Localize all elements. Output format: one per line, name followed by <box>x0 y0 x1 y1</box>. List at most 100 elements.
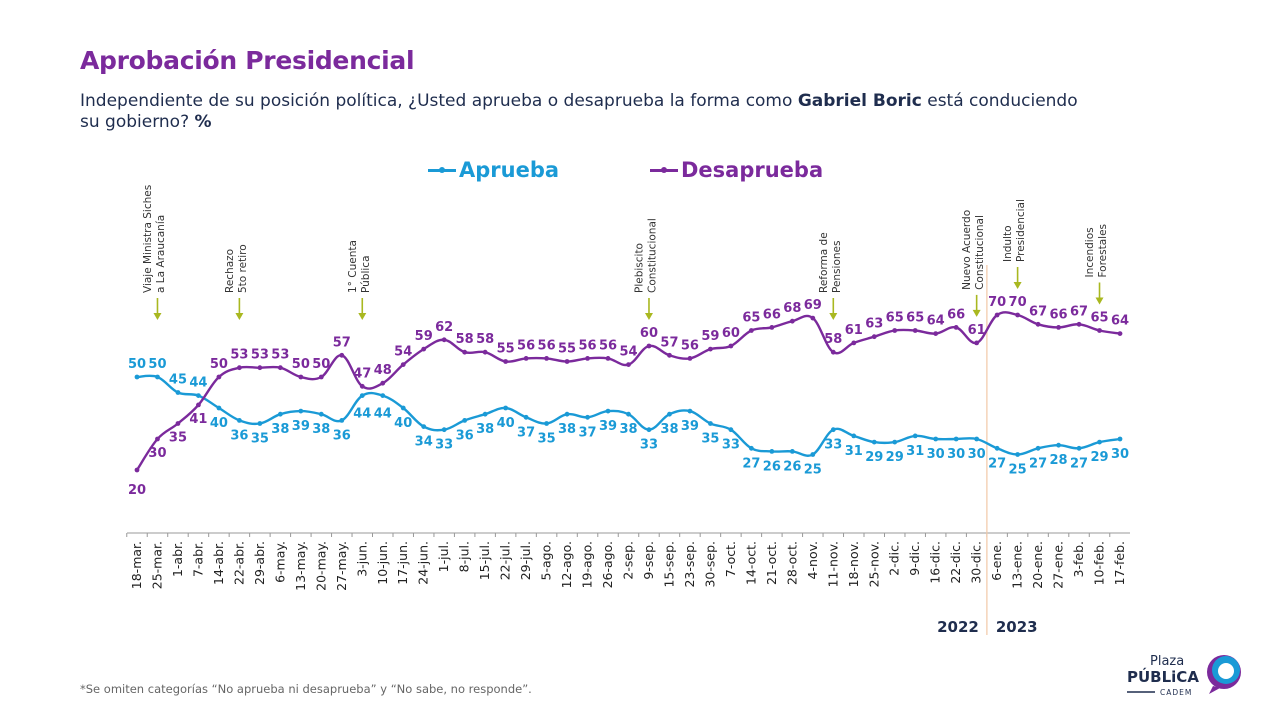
data-point <box>564 359 570 364</box>
data-label: 56 <box>538 338 556 353</box>
data-label: 53 <box>230 348 248 363</box>
data-label: 40 <box>497 416 515 431</box>
data-point <box>994 445 1000 451</box>
data-point <box>155 374 160 380</box>
year-label-2023: 2023 <box>996 618 1038 636</box>
data-point <box>523 414 529 420</box>
data-point <box>175 421 181 426</box>
x-tick-label: 12-ago. <box>559 541 574 588</box>
data-label: 36 <box>333 428 351 443</box>
legend-line-marker-icon <box>650 166 678 173</box>
data-point <box>1035 321 1041 327</box>
data-label: 65 <box>742 311 760 326</box>
data-label: 69 <box>804 298 822 313</box>
subtitle-president-name: Gabriel Boric <box>797 91 922 111</box>
annotation-label: 5to retiro <box>237 244 249 293</box>
data-label: 30 <box>947 447 965 462</box>
data-point <box>400 362 406 367</box>
data-point <box>1076 321 1082 327</box>
data-label: 64 <box>927 314 945 329</box>
data-point <box>1097 328 1102 333</box>
data-point <box>277 365 283 371</box>
x-tick-label: 29-jul. <box>518 541 533 580</box>
x-tick-label: 7-oct. <box>723 541 738 577</box>
data-label: 70 <box>1009 295 1027 310</box>
data-point <box>912 433 918 439</box>
data-point <box>667 352 672 358</box>
data-point <box>1097 439 1102 445</box>
data-label: 35 <box>701 432 719 447</box>
data-label: 37 <box>578 425 596 440</box>
annotation-label: Reforma de <box>818 232 830 293</box>
plaza-publica-cadem-logo: Plaza PÚBLiCA CADEM <box>1125 652 1245 697</box>
data-label: 59 <box>415 329 433 344</box>
x-tick-label: 17-jun. <box>395 541 410 585</box>
x-tick-label: 7-abr. <box>190 541 205 577</box>
subtitle-text-2: está conduciendo su gobierno? <box>80 91 1078 132</box>
data-label: 38 <box>271 422 289 437</box>
data-label: 27 <box>1070 456 1088 471</box>
x-tick-label: 22-jul. <box>498 541 513 580</box>
x-tick-label: 30-sep. <box>702 541 717 588</box>
data-point <box>277 411 283 417</box>
data-label: 38 <box>619 422 637 437</box>
data-label: 50 <box>210 357 228 372</box>
x-tick-label: 10-feb. <box>1092 541 1107 585</box>
data-point <box>728 427 734 433</box>
data-label: 27 <box>1029 456 1047 471</box>
annotation-arrowhead-icon <box>1013 282 1022 289</box>
data-point <box>912 328 918 333</box>
data-point <box>605 356 611 361</box>
data-label: 60 <box>640 326 658 341</box>
data-point <box>175 390 181 395</box>
x-tick-label: 5-ago. <box>539 541 554 580</box>
data-label: 34 <box>415 435 433 450</box>
x-tick-label: 20-may. <box>313 541 328 591</box>
data-point <box>236 365 242 371</box>
data-point <box>605 408 611 414</box>
data-point <box>953 325 959 330</box>
annotation-label: Incendios <box>1084 227 1096 277</box>
data-point <box>155 436 160 442</box>
data-point <box>544 421 549 426</box>
data-label: 26 <box>783 459 801 474</box>
data-point <box>421 346 427 352</box>
data-point <box>380 380 386 386</box>
subtitle-unit: % <box>194 112 212 132</box>
data-point <box>892 328 898 333</box>
x-tick-label: 21-oct. <box>764 541 779 585</box>
x-tick-label: 14-oct. <box>743 541 758 585</box>
data-point <box>196 402 201 408</box>
legend-label: Desaprueba <box>681 158 824 182</box>
data-label: 65 <box>906 311 924 326</box>
footnote: *Se omiten categorías “No aprueba ni des… <box>80 682 532 696</box>
data-label: 57 <box>333 335 351 350</box>
data-label: 64 <box>1111 314 1129 329</box>
data-label: 47 <box>353 366 371 381</box>
data-point <box>871 439 877 445</box>
data-label: 39 <box>599 419 617 434</box>
data-point <box>298 408 304 414</box>
logo-text-plaza: Plaza <box>1150 654 1184 669</box>
x-tick-label: 1-abr. <box>170 541 185 577</box>
x-tick-label: 1-jul. <box>436 541 451 572</box>
annotation-label: Pública <box>360 255 372 293</box>
x-tick-label: 29-abr. <box>252 541 267 585</box>
data-label: 31 <box>906 444 924 459</box>
data-point <box>257 365 263 371</box>
data-label: 56 <box>599 338 617 353</box>
data-label: 54 <box>394 345 412 360</box>
data-point <box>708 421 713 426</box>
data-label: 60 <box>722 326 740 341</box>
data-point <box>830 427 836 433</box>
data-label: 41 <box>189 412 207 427</box>
x-tick-label: 3-feb. <box>1071 541 1086 577</box>
page-title: Aprobación Presidencial <box>80 46 415 75</box>
data-point <box>359 393 365 398</box>
x-tick-label: 20-ene. <box>1030 541 1045 589</box>
data-label: 40 <box>394 416 412 431</box>
legend-line-marker-icon <box>428 166 456 173</box>
data-label: 35 <box>538 432 556 447</box>
data-point <box>257 421 263 426</box>
data-point <box>482 411 488 417</box>
